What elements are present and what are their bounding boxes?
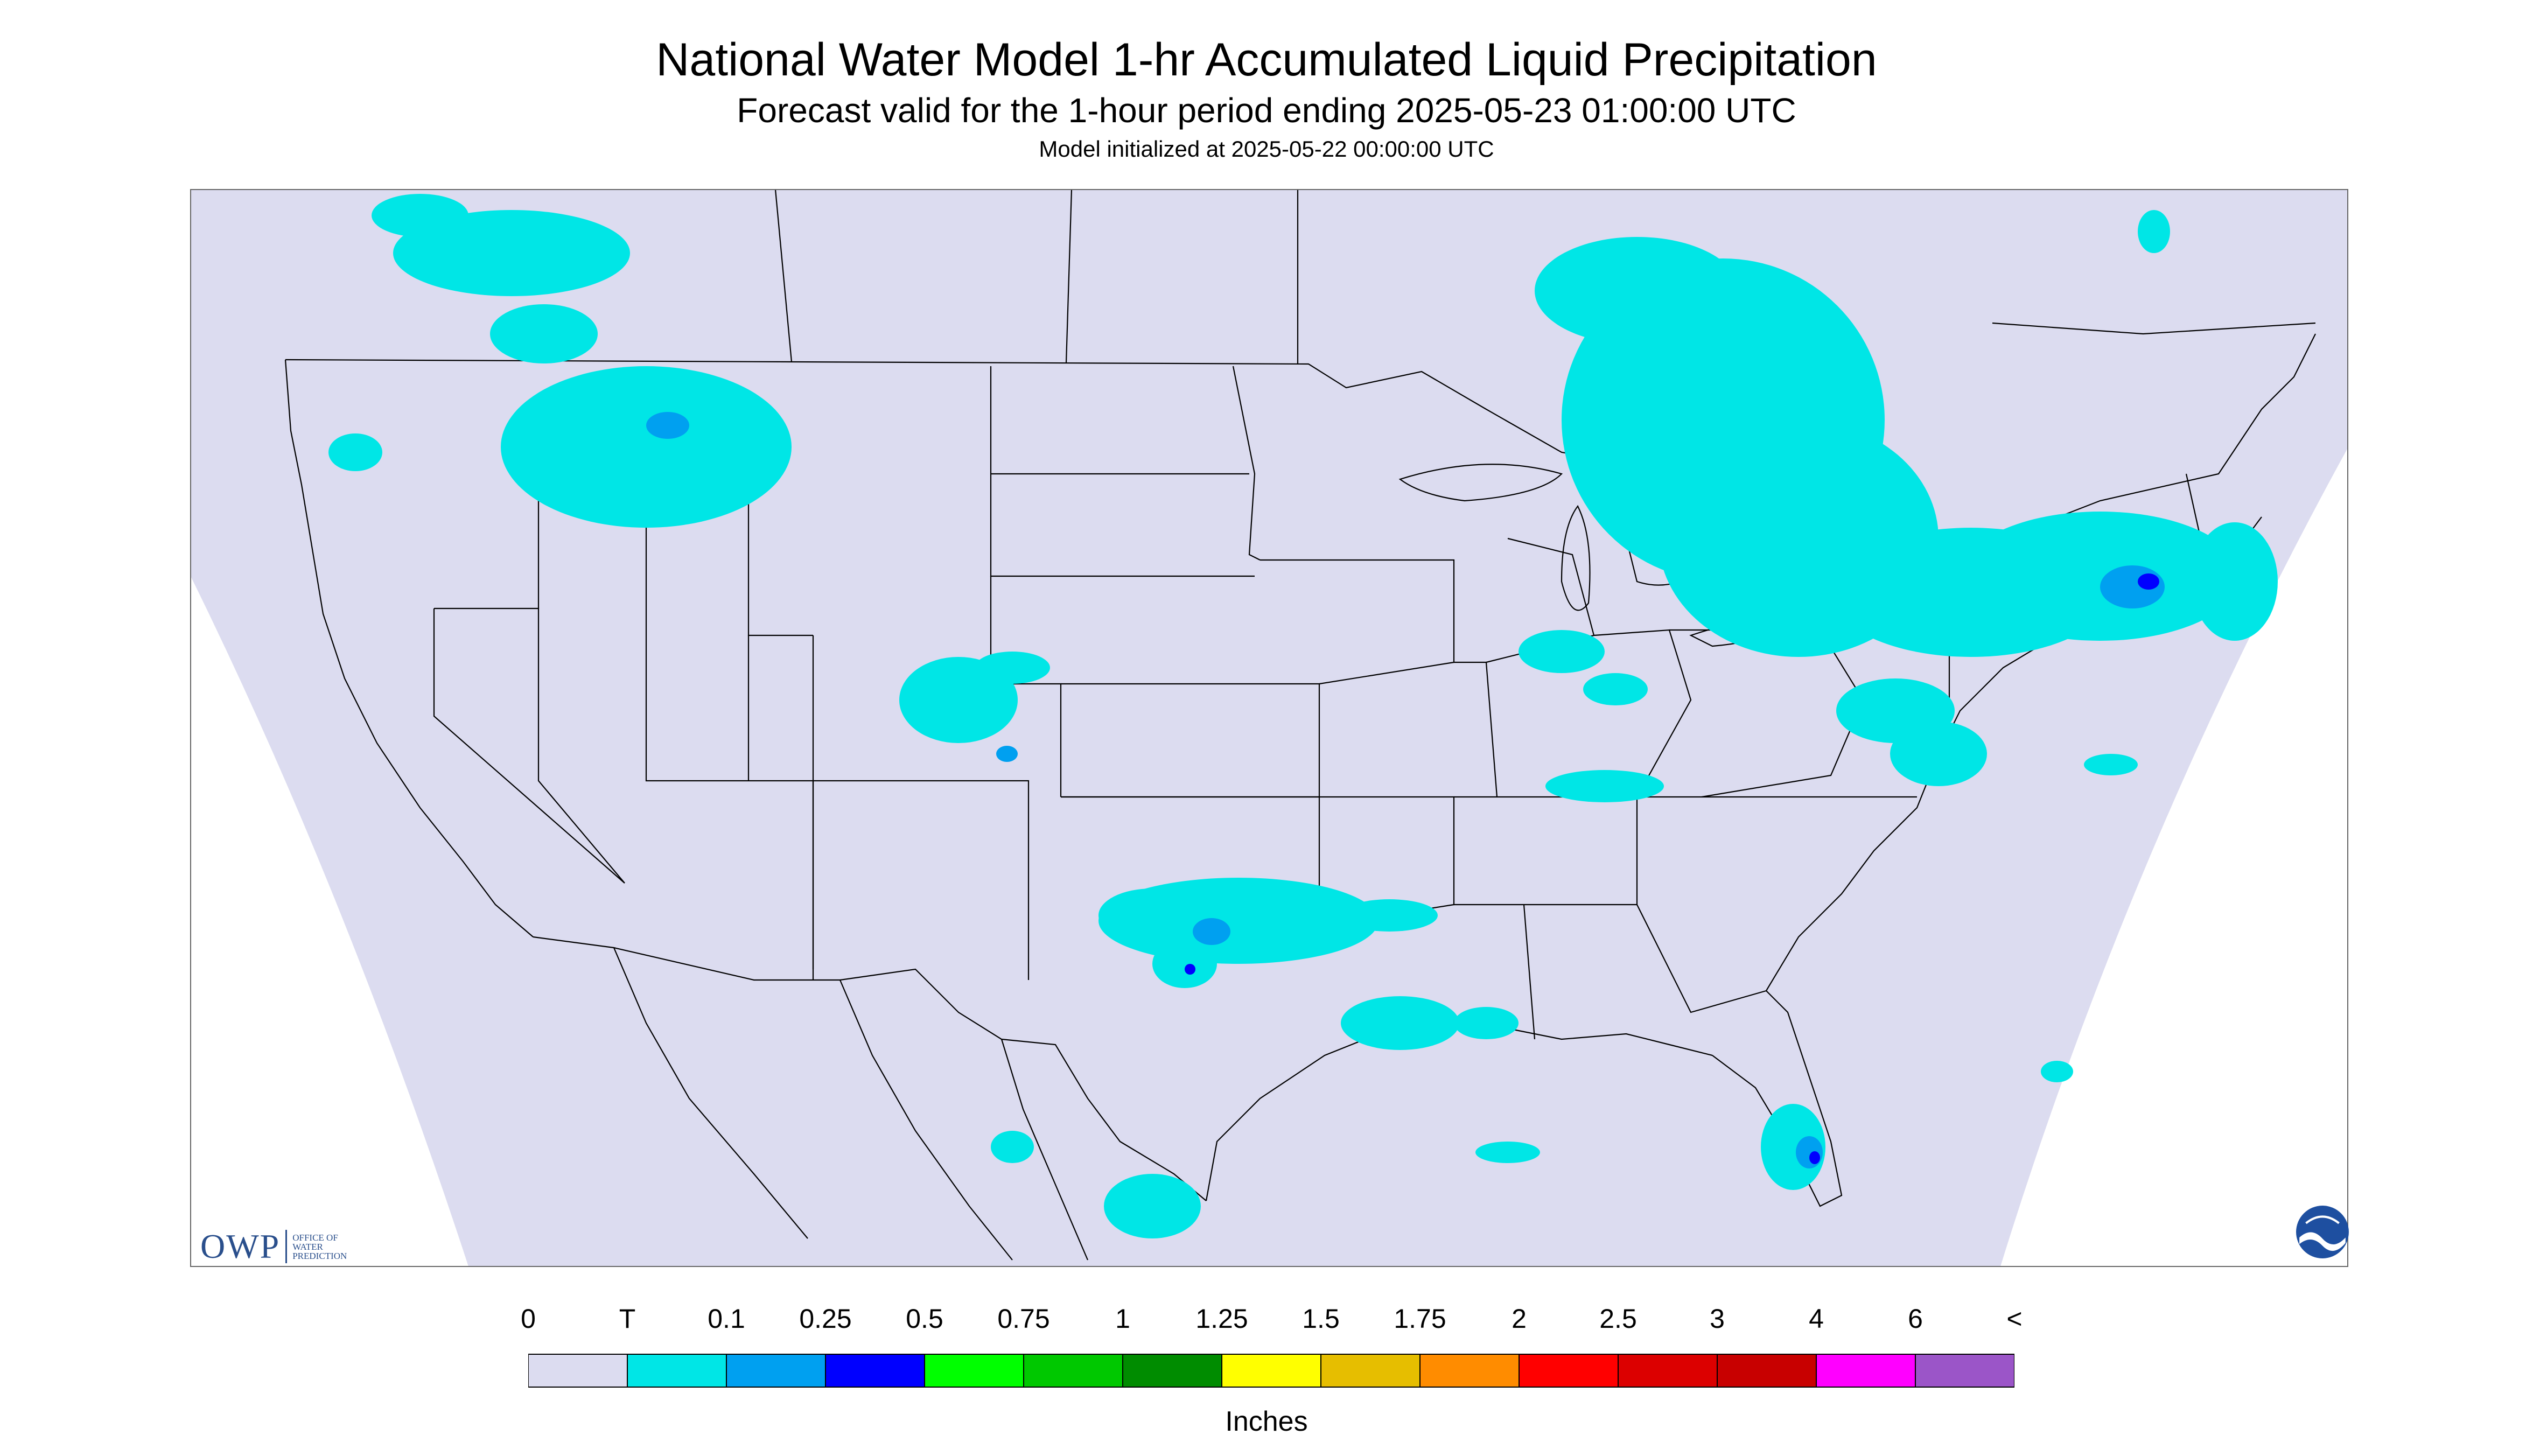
- legend-swatch: [1122, 1354, 1222, 1388]
- legend-swatch: [627, 1354, 727, 1388]
- owp-logo-mark: OWP: [200, 1227, 281, 1265]
- legend-label: 2: [1512, 1304, 1527, 1334]
- legend-swatch: [1816, 1354, 1916, 1388]
- legend-swatch: [924, 1354, 1024, 1388]
- map-subtitle: Forecast valid for the 1-hour period end…: [737, 91, 1796, 130]
- precipitation-heavy: [1185, 573, 2159, 1164]
- legend-labels: 0 T 0.1 0.25 0.5 0.75 1 1.25 1.5 1.75 2 2.5 3 4 6 <: [0, 1303, 2533, 1341]
- owp-logo-divider: [285, 1230, 288, 1263]
- legend-label: 0.5: [906, 1304, 943, 1334]
- map-frame: [190, 189, 2348, 1267]
- legend-label: 3: [1710, 1304, 1725, 1334]
- legend-label: 1.25: [1195, 1304, 1248, 1334]
- legend-label: 1.5: [1302, 1304, 1340, 1334]
- owp-logo: OWP OFFICE OF WATER PREDICTION: [200, 1225, 368, 1268]
- legend-label: 0.25: [799, 1304, 852, 1334]
- legend-swatch: [1618, 1354, 1718, 1388]
- projection-edge-right: [2000, 448, 2348, 1266]
- legend-label: 4: [1809, 1304, 1824, 1334]
- legend-label: <: [2006, 1304, 2023, 1334]
- owp-logo-text: OFFICE OF WATER PREDICTION: [292, 1232, 347, 1261]
- legend-swatch: [528, 1354, 628, 1388]
- legend-label: T: [619, 1304, 636, 1334]
- legend-swatch: [1320, 1354, 1421, 1388]
- legend-label: 1.75: [1394, 1304, 1446, 1334]
- legend-label: 6: [1908, 1304, 1923, 1334]
- legend-label: 2.5: [1599, 1304, 1637, 1334]
- legend-label: 0.75: [997, 1304, 1050, 1334]
- legend-swatch: [1221, 1354, 1321, 1388]
- legend-swatch: [1717, 1354, 1817, 1388]
- legend-label: 0: [521, 1304, 536, 1334]
- legend-swatch: [726, 1354, 826, 1388]
- projection-edge-left: [191, 576, 468, 1266]
- map-title: National Water Model 1-hr Accumulated Li…: [656, 34, 1877, 86]
- legend-color-bar: [528, 1354, 2014, 1388]
- legend-swatch: [825, 1354, 925, 1388]
- model-init-line: Model initialized at 2025-05-22 00:00:00…: [1039, 136, 1494, 162]
- legend-swatch: [1023, 1354, 1123, 1388]
- legend-units: Inches: [1225, 1406, 1308, 1437]
- legend-label: 0.1: [708, 1304, 745, 1334]
- map-domain-background: [191, 190, 2348, 1266]
- legend-swatch: [1519, 1354, 1619, 1388]
- legend-label: 1: [1115, 1304, 1130, 1334]
- noaa-logo-icon: [2296, 1206, 2349, 1258]
- legend-swatch: [1915, 1354, 2014, 1388]
- precipitation-light: [328, 194, 2278, 1238]
- legend-swatch: [1419, 1354, 1520, 1388]
